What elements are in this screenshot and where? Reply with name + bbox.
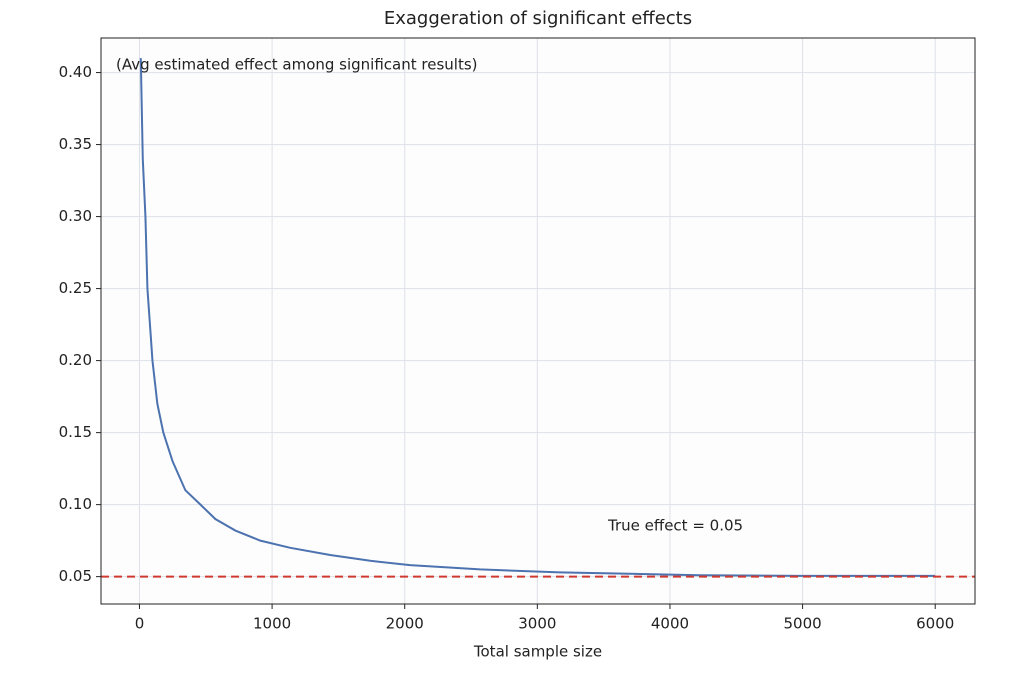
y-tick-label: 0.40 [59,63,92,81]
y-tick-label: 0.20 [59,351,92,369]
chart-title: Exaggeration of significant effects [384,8,692,29]
x-tick-label: 5000 [783,615,821,633]
y-tick-label: 0.15 [59,423,92,441]
y-tick-label: 0.05 [59,567,92,585]
y-tick-label: 0.10 [59,495,92,513]
x-tick-label: 6000 [916,615,954,633]
x-tick-label: 4000 [651,615,689,633]
annotation: (Avg estimated effect among significant … [116,56,478,74]
reference-label: True effect = 0.05 [607,517,743,535]
y-tick-label: 0.25 [59,279,92,297]
x-tick-label: 2000 [386,615,424,633]
plot-area [101,38,975,604]
x-tick-label: 3000 [518,615,556,633]
y-tick-label: 0.30 [59,207,92,225]
data-line [139,58,936,577]
y-tick-label: 0.35 [59,135,92,153]
x-tick-label: 1000 [253,615,291,633]
x-axis-label: Total sample size [473,643,602,661]
x-tick-label: 0 [135,615,145,633]
axes-frame [100,37,976,605]
